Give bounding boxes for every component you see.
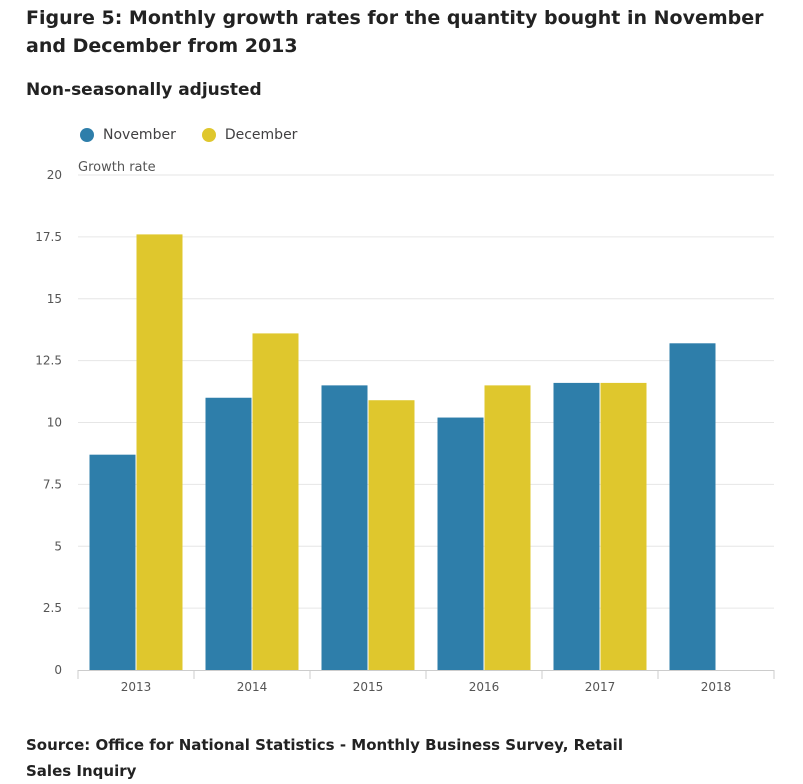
x-tick-label: 2017 [585, 680, 616, 694]
bar-december-2015 [368, 400, 415, 670]
source-note: Source: Office for National Statistics -… [26, 736, 623, 780]
legend-swatch-december [201, 128, 216, 142]
bar-november-2015 [321, 385, 368, 670]
chart-subtitle: Non-seasonally adjusted [26, 80, 262, 100]
gridlines [78, 174, 774, 609]
y-tick-label: 17.5 [35, 230, 62, 244]
y-axis-ticks: 0 2.5 5 7.5 10 12.5 15 17.5 20 [35, 168, 62, 677]
legend-label-november: November [103, 127, 176, 143]
chart-title: Figure 5: Monthly growth rates for the q… [26, 7, 764, 57]
x-tick-label: 2014 [237, 680, 268, 694]
y-tick-label: 12.5 [35, 354, 62, 368]
bar-november-2016 [437, 417, 484, 670]
legend-item-november[interactable]: November [80, 127, 176, 143]
legend: November December [80, 127, 323, 143]
bar-december-2014 [252, 333, 299, 670]
bar-november-2013 [89, 454, 136, 670]
y-axis-label: Growth rate [78, 160, 156, 175]
x-tick-label: 2013 [121, 680, 152, 694]
legend-swatch-november [80, 128, 94, 142]
bar-november-2018 [669, 343, 716, 670]
bars [89, 234, 716, 670]
legend-item-december[interactable]: December [201, 127, 298, 143]
bar-november-2014 [205, 397, 252, 670]
bar-december-2017 [600, 382, 647, 670]
y-tick-label: 15 [47, 292, 62, 306]
x-axis: 2013 2014 2015 2016 2017 2018 [77, 670, 775, 694]
y-tick-label: 0 [54, 663, 62, 677]
bar-november-2017 [553, 382, 600, 670]
x-tick-label: 2015 [353, 680, 384, 694]
y-tick-label: 5 [54, 539, 62, 553]
x-tick-label: 2018 [701, 680, 732, 694]
bar-december-2013 [136, 234, 183, 670]
bar-december-2016 [484, 385, 531, 670]
legend-label-december: December [224, 127, 298, 143]
y-tick-label: 10 [47, 416, 62, 430]
x-tick-label: 2016 [469, 680, 500, 694]
y-tick-label: 2.5 [43, 601, 62, 615]
y-tick-label: 20 [47, 168, 62, 182]
y-tick-label: 7.5 [43, 477, 62, 491]
